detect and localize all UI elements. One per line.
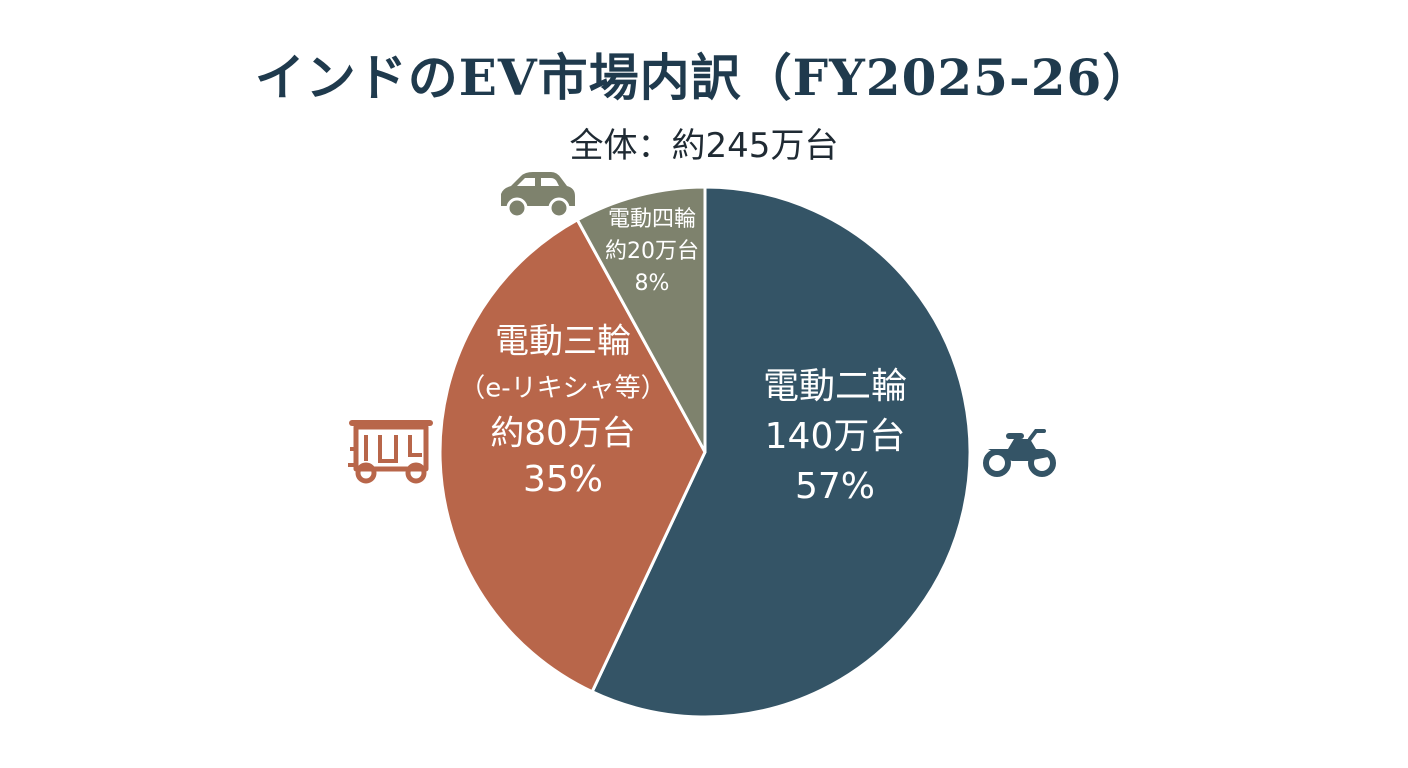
slice-subcategory-label: （e-リキシャ等） bbox=[459, 374, 666, 404]
motorcycle-icon bbox=[983, 429, 1056, 477]
slice-category-label: 電動三輪 bbox=[495, 322, 631, 362]
chart-subtitle: 全体：約245万台 bbox=[569, 126, 839, 166]
pie-slice-1 bbox=[590, 185, 972, 719]
pie-icons bbox=[348, 172, 1056, 484]
slice-percent-label: 57% bbox=[795, 466, 875, 507]
auto-rickshaw-icon bbox=[348, 420, 433, 484]
slice-value-label: 約80万台 bbox=[490, 414, 635, 454]
slice-category-label: 電動四輪 bbox=[608, 207, 696, 232]
slice-category-label: 電動二輪 bbox=[763, 366, 907, 407]
slice-value-label: 140万台 bbox=[765, 416, 906, 457]
pie-labels: 電動二輪 140万台 57% 電動三輪 （e-リキシャ等） 約80万台 35% 電動四輪約20… bbox=[459, 207, 907, 507]
slice-value-label: 約20万台 bbox=[605, 239, 699, 264]
slice-percent-label: 8% bbox=[635, 271, 670, 296]
pie-slice-2 bbox=[438, 218, 707, 694]
car-icon bbox=[501, 172, 575, 219]
pie-slices bbox=[438, 185, 972, 719]
slice-percent-label: 35% bbox=[523, 459, 603, 500]
chart-title: インドのEV市場内訳（FY2025-26） bbox=[254, 48, 1154, 107]
pie-slice-3 bbox=[575, 185, 707, 454]
